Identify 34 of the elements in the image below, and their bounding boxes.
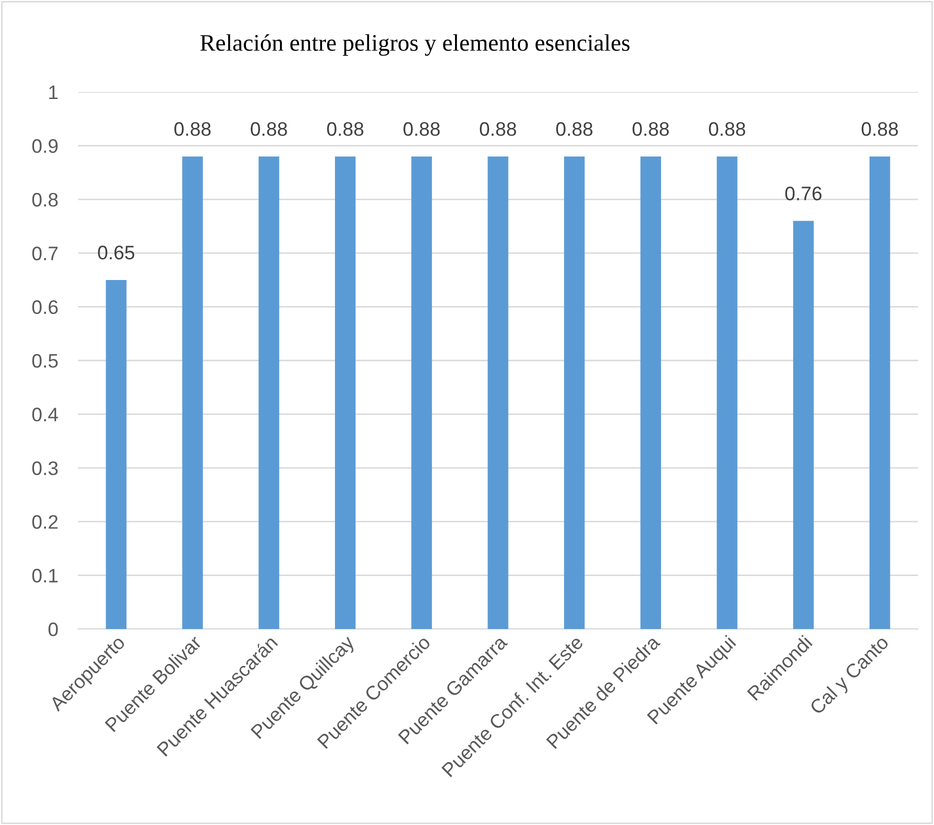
y-tick-label: 0.2 [32, 515, 58, 529]
y-tick-label: 0.5 [32, 354, 58, 368]
bar [640, 156, 662, 629]
bar [564, 156, 585, 629]
bar [793, 220, 814, 629]
y-tick-label: 1 [49, 86, 58, 100]
y-tick-label: 0.8 [32, 192, 58, 207]
data-label: 0.88 [632, 122, 669, 136]
bar [411, 156, 432, 629]
bar [258, 156, 280, 629]
bar [716, 156, 738, 629]
y-tick-label: 0.1 [32, 568, 58, 583]
bar [488, 156, 508, 629]
data-label: 0.88 [480, 122, 516, 136]
data-label: 0.88 [708, 122, 746, 136]
bar [182, 156, 203, 629]
bar [334, 156, 356, 629]
data-label: 0.88 [862, 122, 898, 136]
data-label: 0.76 [785, 186, 822, 200]
data-label: 0.65 [98, 246, 134, 260]
y-tick-label: 0 [48, 622, 58, 636]
bar [870, 156, 890, 629]
data-label: 0.88 [174, 122, 211, 136]
data-label: 0.88 [556, 122, 592, 136]
y-tick-label: 0.9 [32, 139, 58, 153]
data-label: 0.88 [327, 122, 364, 136]
bar [106, 280, 126, 629]
y-tick-label: 0.7 [32, 246, 58, 260]
data-label: 0.88 [250, 122, 287, 136]
y-tick-label: 0.4 [32, 408, 58, 422]
y-tick-label: 0.6 [32, 300, 58, 314]
chart-title: Relación entre peligros y elemento esenciales [200, 34, 630, 56]
data-label: 0.88 [403, 122, 440, 136]
y-tick-label: 0.3 [32, 461, 58, 476]
